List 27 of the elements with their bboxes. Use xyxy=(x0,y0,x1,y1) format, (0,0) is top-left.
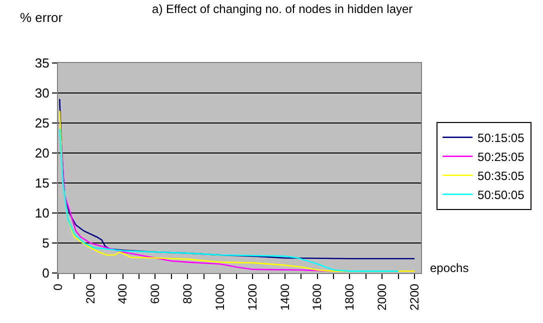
x-tick-label: 2200 xyxy=(407,283,422,311)
y-tick-label: 5 xyxy=(42,236,50,251)
y-axis-title: % error xyxy=(20,10,64,25)
x-tick-label: 2000 xyxy=(375,283,390,311)
y-tick-label: 10 xyxy=(34,206,50,221)
legend-label: 50:50:05 xyxy=(478,188,525,202)
legend-label: 50:35:05 xyxy=(478,168,525,183)
x-tick-label: 1400 xyxy=(278,283,292,311)
y-tick-label: 30 xyxy=(34,86,50,101)
x-tick-label: 1600 xyxy=(310,283,324,311)
chart-title: a) Effect of changing no. of nodes in hidden layer xyxy=(152,2,413,16)
x-tick-label: 200 xyxy=(83,283,98,304)
x-tick-label: 1000 xyxy=(212,283,227,311)
x-axis-title: epochs xyxy=(430,261,469,275)
y-tick-label: 15 xyxy=(34,176,50,191)
legend-label: 50:25:05 xyxy=(478,150,525,164)
x-tick-label: 1800 xyxy=(342,283,357,311)
x-tick-label: 800 xyxy=(180,283,195,304)
y-tick-label: 35 xyxy=(34,56,50,71)
x-tick-label: 0 xyxy=(50,283,65,290)
x-tick-label: 400 xyxy=(116,283,130,304)
y-tick-label: 25 xyxy=(34,116,50,131)
x-tick-label: 600 xyxy=(148,283,162,304)
y-tick-label: 20 xyxy=(34,146,50,161)
legend-label: 50:15:05 xyxy=(478,130,525,145)
x-tick-label: 1200 xyxy=(245,283,260,311)
y-tick-label: 0 xyxy=(42,266,50,281)
